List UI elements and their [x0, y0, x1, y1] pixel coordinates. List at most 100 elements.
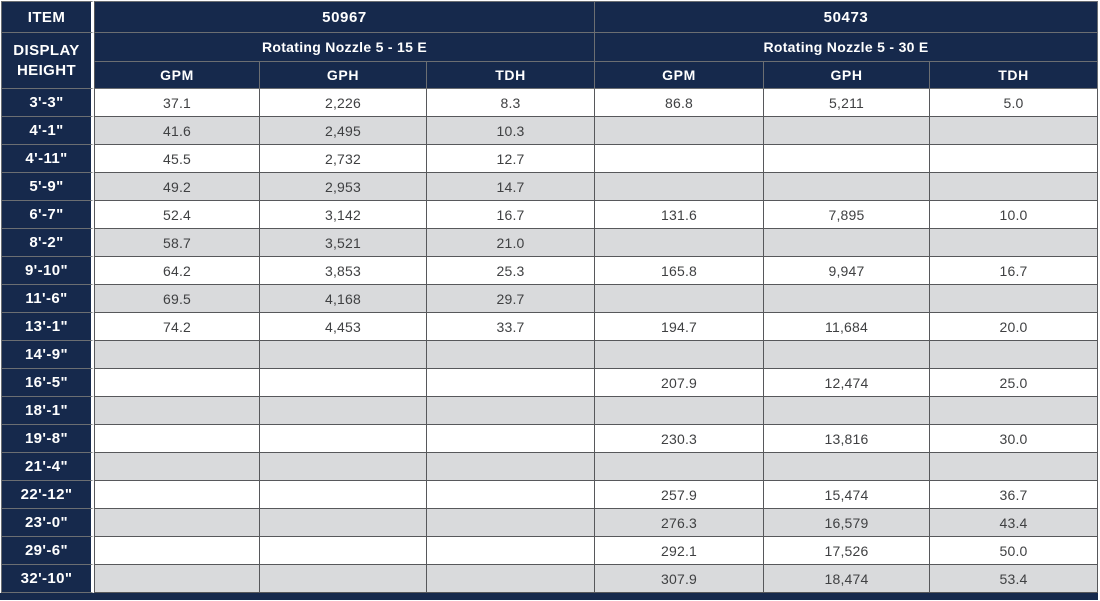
- table-row: 14'-9": [1, 341, 1099, 369]
- data-cell: [764, 173, 931, 201]
- row-height-label: 21'-4": [1, 453, 94, 481]
- data-cell: 74.2: [94, 313, 260, 341]
- table-row: 18'-1": [1, 397, 1099, 425]
- data-cell: 276.3: [595, 509, 765, 537]
- data-cell: 2,226: [260, 89, 427, 117]
- row-height-label: 29'-6": [1, 537, 94, 565]
- row-height-label: 4'-11": [1, 145, 94, 173]
- data-cell: [260, 537, 427, 565]
- data-cell: 50.0: [930, 537, 1099, 565]
- data-cell: 230.3: [595, 425, 765, 453]
- col-header-gpm-50473: GPM: [595, 62, 765, 89]
- data-cell: [427, 565, 596, 593]
- data-cell: 33.7: [427, 313, 596, 341]
- data-cell: [930, 145, 1099, 173]
- nozzle-row: DISPLAY HEIGHT Rotating Nozzle 5 - 15 E …: [1, 33, 1099, 89]
- item-number-50967: 50967: [94, 1, 596, 33]
- data-cell: [94, 537, 260, 565]
- data-cell: [595, 117, 765, 145]
- row-height-label: 6'-7": [1, 201, 94, 229]
- data-cell: [94, 453, 260, 481]
- row-height-label: 13'-1": [1, 313, 94, 341]
- data-cell: 36.7: [930, 481, 1099, 509]
- data-cell: 45.5: [94, 145, 260, 173]
- data-cell: [94, 509, 260, 537]
- data-cell: [94, 565, 260, 593]
- data-cell: 10.0: [930, 201, 1099, 229]
- data-cell: [427, 341, 596, 369]
- data-cell: [427, 425, 596, 453]
- table-row: 22'-12" 257.9 15,474 36.7: [1, 481, 1099, 509]
- data-cell: 41.6: [94, 117, 260, 145]
- table-row: 21'-4": [1, 453, 1099, 481]
- data-cell: [260, 481, 427, 509]
- data-cell: 15,474: [764, 481, 931, 509]
- data-cell: 58.7: [94, 229, 260, 257]
- data-cell: [94, 425, 260, 453]
- data-cell: 30.0: [930, 425, 1099, 453]
- row-height-label: 23'-0": [1, 509, 94, 537]
- data-cell: 8.3: [427, 89, 596, 117]
- data-cell: [930, 397, 1099, 425]
- data-cell: 11,684: [764, 313, 931, 341]
- table-row: 5'-9" 49.2 2,953 14.7: [1, 173, 1099, 201]
- data-cell: [427, 481, 596, 509]
- data-cell: 14.7: [427, 173, 596, 201]
- table-row: 32'-10" 307.9 18,474 53.4: [1, 565, 1099, 593]
- data-cell: [595, 453, 765, 481]
- data-cell: 2,495: [260, 117, 427, 145]
- table-row: 6'-7" 52.4 3,142 16.7 131.6 7,895 10.0: [1, 201, 1099, 229]
- data-cell: [764, 117, 931, 145]
- table-row: 11'-6" 69.5 4,168 29.7: [1, 285, 1099, 313]
- data-cell: [260, 565, 427, 593]
- col-header-gph-50967: GPH: [260, 62, 427, 89]
- data-cell: [764, 453, 931, 481]
- data-cell: [260, 369, 427, 397]
- data-cell: [764, 229, 931, 257]
- row-height-label: 16'-5": [1, 369, 94, 397]
- nozzle-name-50967: Rotating Nozzle 5 - 15 E: [94, 33, 596, 62]
- row-height-label: 14'-9": [1, 341, 94, 369]
- data-cell: 13,816: [764, 425, 931, 453]
- data-cell: [930, 341, 1099, 369]
- row-height-label: 9'-10": [1, 257, 94, 285]
- data-cell: 20.0: [930, 313, 1099, 341]
- data-cell: 86.8: [595, 89, 765, 117]
- data-cell: 69.5: [94, 285, 260, 313]
- table-bottom-bar: [0, 593, 1098, 600]
- data-cell: 165.8: [595, 257, 765, 285]
- row-height-label: 32'-10": [1, 565, 94, 593]
- row-height-label: 11'-6": [1, 285, 94, 313]
- data-cell: 43.4: [930, 509, 1099, 537]
- data-cell: [595, 397, 765, 425]
- col-header-gpm-50967: GPM: [94, 62, 260, 89]
- data-cell: [427, 509, 596, 537]
- column-header-row: GPM GPH TDH GPM GPH TDH: [1, 62, 1099, 89]
- display-height-header: DISPLAY HEIGHT: [1, 33, 94, 89]
- data-cell: 7,895: [764, 201, 931, 229]
- col-header-tdh-50473: TDH: [930, 62, 1099, 89]
- data-cell: 2,732: [260, 145, 427, 173]
- data-cell: [595, 173, 765, 201]
- data-cell: [930, 117, 1099, 145]
- data-cell: [595, 341, 765, 369]
- table-row: 16'-5" 207.9 12,474 25.0: [1, 369, 1099, 397]
- data-cell: 257.9: [595, 481, 765, 509]
- data-cell: 18,474: [764, 565, 931, 593]
- data-cell: [94, 481, 260, 509]
- table-row: 13'-1" 74.2 4,453 33.7 194.7 11,684 20.0: [1, 313, 1099, 341]
- data-cell: 3,853: [260, 257, 427, 285]
- table-row: 9'-10" 64.2 3,853 25.3 165.8 9,947 16.7: [1, 257, 1099, 285]
- data-cell: [260, 341, 427, 369]
- data-cell: 21.0: [427, 229, 596, 257]
- table-row: 29'-6" 292.1 17,526 50.0: [1, 537, 1099, 565]
- data-cell: 37.1: [94, 89, 260, 117]
- col-header-tdh-50967: TDH: [427, 62, 596, 89]
- data-cell: 17,526: [764, 537, 931, 565]
- data-cell: [260, 453, 427, 481]
- data-cell: [930, 453, 1099, 481]
- data-cell: 49.2: [94, 173, 260, 201]
- data-cell: 12,474: [764, 369, 931, 397]
- row-height-label: 4'-1": [1, 117, 94, 145]
